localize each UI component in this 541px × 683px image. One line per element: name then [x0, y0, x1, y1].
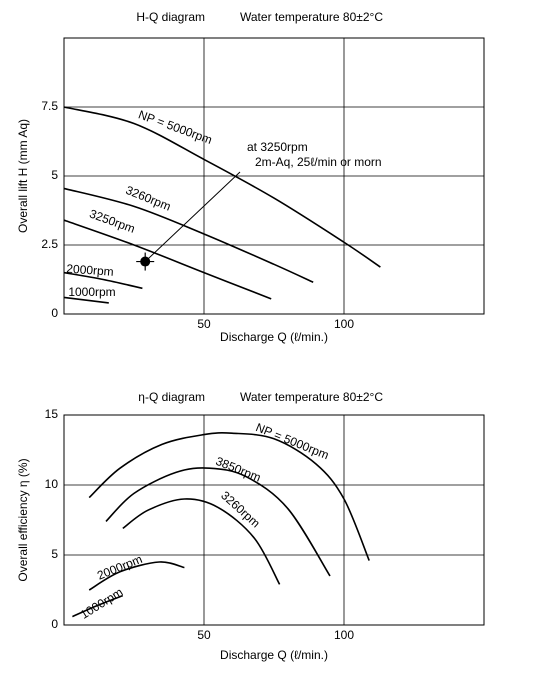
x-tick-label: 50 — [197, 628, 211, 642]
y-tick-label: 0 — [51, 306, 58, 320]
curve — [88, 432, 370, 561]
chart-title: H-Q diagram — [136, 10, 205, 24]
curve-label: 3850rpm — [214, 454, 263, 485]
plot-frame — [63, 414, 485, 626]
y-tick-label: 10 — [45, 477, 59, 491]
annotation-text: 2m-Aq, 25ℓ/min or morn — [255, 155, 382, 169]
x-axis-label: Discharge Q (ℓ/min.) — [220, 648, 328, 662]
curve — [105, 467, 331, 577]
annotation-arrow — [144, 171, 241, 262]
curve — [63, 271, 143, 290]
y-tick-label: 2.5 — [41, 237, 58, 251]
x-tick-label: 100 — [334, 317, 354, 331]
y-tick-label: 7.5 — [41, 99, 58, 113]
y-tick-label: 5 — [51, 547, 58, 561]
x-axis-label: Discharge Q (ℓ/min.) — [220, 330, 328, 344]
y-axis-label: Overall efficiency η (%) — [16, 458, 30, 581]
curve — [63, 106, 381, 268]
chart-subtitle: Water temperature 80±2°C — [240, 390, 383, 404]
curve-label: 1000rpm — [78, 585, 126, 622]
curve-label: NP = 5000rpm — [254, 420, 331, 462]
curve-label: 1000rpm — [68, 285, 115, 299]
curve — [63, 187, 314, 283]
y-tick-label: 0 — [51, 617, 58, 631]
x-tick-label: 100 — [334, 628, 354, 642]
y-tick-label: 5 — [51, 168, 58, 182]
chart-subtitle: Water temperature 80±2°C — [240, 10, 383, 24]
curve — [122, 498, 281, 585]
curve — [88, 561, 185, 591]
chart-title: η-Q diagram — [138, 390, 205, 404]
curve — [63, 219, 272, 300]
curve-label: NP = 5000rpm — [136, 107, 214, 147]
y-tick-label: 15 — [45, 407, 59, 421]
x-tick-label: 50 — [197, 317, 211, 331]
curve-label: 2000rpm — [66, 262, 114, 279]
curve — [72, 594, 124, 618]
curve-label: 2000rpm — [95, 552, 144, 583]
curve-label: 3260rpm — [124, 183, 173, 214]
y-axis-label: Overall lift H (mm Aq) — [16, 119, 30, 233]
annotation-text: at 3250rpm — [247, 140, 308, 154]
curve — [63, 296, 109, 304]
